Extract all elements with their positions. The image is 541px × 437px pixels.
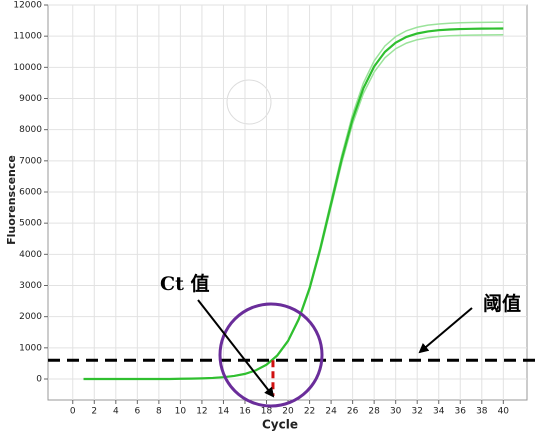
x-tick-label: 0 (70, 407, 76, 417)
threshold-arrow (418, 307, 473, 354)
y-tick-label: 0 (36, 374, 42, 384)
y-tick-label: 4000 (19, 250, 42, 260)
y-tick-label: 3000 (19, 281, 42, 291)
x-tick-label: 24 (325, 407, 337, 417)
amplification-curve (83, 27, 504, 381)
x-tick-label: 28 (368, 407, 380, 417)
threshold-label: 阈值 (483, 292, 521, 315)
x-tick-label: 30 (390, 407, 402, 417)
x-tick-label: 40 (498, 407, 510, 417)
x-tick-label: 38 (476, 407, 488, 417)
x-tick-label: 8 (156, 407, 162, 417)
x-tick-label: 12 (196, 407, 207, 417)
y-axis-label: Fluorenscence (5, 155, 18, 245)
x-tick-label: 10 (175, 407, 187, 417)
y-tick-label: 9000 (19, 94, 42, 104)
ct-label: Ct 值 (160, 272, 210, 295)
y-tick-label: 6000 (19, 187, 42, 197)
y-tick-label: 12000 (13, 1, 42, 11)
x-tick-label: 4 (113, 407, 119, 417)
x-tick-label: 20 (282, 407, 294, 417)
y-tick-label: 10000 (13, 63, 42, 73)
y-tick-label: 1000 (19, 343, 42, 353)
x-tick-label: 32 (411, 407, 422, 417)
x-tick-label: 16 (239, 407, 251, 417)
x-tick-label: 14 (218, 407, 230, 417)
y-tick-label: 7000 (19, 156, 42, 166)
y-tick-label: 8000 (19, 125, 42, 135)
x-axis-label: Cycle (262, 418, 298, 432)
plot-frame (47, 4, 528, 401)
highlight-circle (218, 302, 324, 408)
x-tick-label: 18 (261, 407, 273, 417)
x-tick-label: 26 (347, 407, 359, 417)
y-tick-label: 2000 (19, 312, 42, 322)
x-tick-label: 34 (433, 407, 445, 417)
x-tick-label: 36 (455, 407, 467, 417)
y-tick-label: 5000 (19, 219, 42, 229)
y-tick-label: 11000 (13, 32, 42, 42)
x-tick-label: 22 (304, 407, 315, 417)
x-tick-label: 6 (134, 407, 140, 417)
ct-arrow (197, 299, 275, 398)
x-tick-label: 2 (91, 407, 97, 417)
decor-circle (226, 79, 272, 125)
